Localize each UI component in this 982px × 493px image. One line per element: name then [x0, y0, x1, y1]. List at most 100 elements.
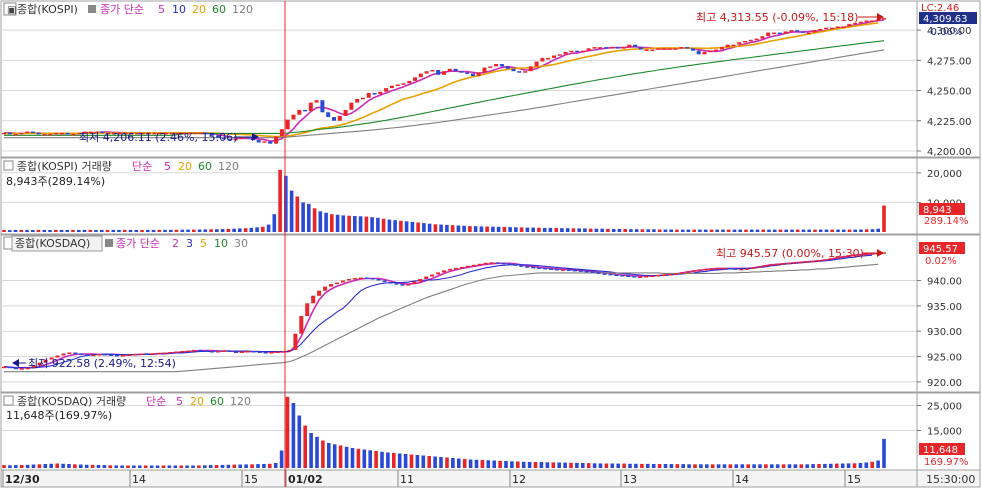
kospi-volume-bar [657, 229, 662, 232]
kospi-volume-bar [8, 230, 12, 232]
kosdaq-volume-bar [793, 464, 798, 469]
kosdaq-volume-bar [675, 464, 680, 468]
kosdaq-candle [816, 260, 821, 262]
kospi-candle [644, 49, 649, 51]
kosdaq-volume-bar [728, 464, 733, 469]
kosdaq-candle [323, 286, 328, 291]
kospi-candle [528, 66, 533, 72]
kosdaq-candle [566, 269, 571, 271]
kosdaq-candle [620, 275, 625, 277]
kosdaq-candle [834, 257, 839, 259]
kospi-volume-bar [583, 228, 587, 232]
kospi-volume-bar [94, 230, 98, 232]
kospi-volume-last-label: 8,943 [923, 205, 952, 216]
kospi-volume-bar [404, 221, 409, 232]
kosdaq-candle [340, 280, 345, 283]
kospi-candle [372, 93, 377, 95]
kosdaq-volume-bar [663, 464, 668, 468]
kospi-volume-bar [416, 222, 420, 232]
kospi-candle [436, 70, 441, 75]
kosdaq-candle [662, 274, 666, 276]
kosdaq-volume-ma-20: 20 [190, 395, 204, 408]
kosdaq-candle [7, 366, 12, 369]
kospi-candle [77, 132, 82, 135]
kosdaq-ma-period-30: 30 [234, 237, 248, 250]
kospi-candle [187, 132, 192, 135]
kosdaq-candle [846, 255, 851, 257]
kospi-volume-bar [59, 229, 64, 232]
kosdaq-volume-bar [327, 443, 331, 468]
kospi-candle [754, 38, 759, 41]
kospi-candle [737, 42, 742, 45]
kospi-price-panel: ▣ 종합(KOSPI) 종가 단순 5 10 20 60 120 최고 4,31… [0, 0, 918, 158]
kospi-candle [760, 36, 765, 39]
kosdaq-volume-bar [279, 450, 284, 468]
kosdaq-candle [763, 265, 768, 267]
kospi-lc-label: LC:2.46 [921, 3, 959, 14]
kospi-candle [158, 132, 163, 135]
kosdaq-candle [447, 268, 452, 271]
kosdaq-volume-bar [616, 463, 620, 468]
kospi-volume-bar [387, 219, 392, 232]
kosdaq-volume-bar [764, 464, 768, 469]
kosdaq-volume-bar [846, 463, 851, 468]
kosdaq-last-label: 945.57 [923, 244, 958, 255]
kospi-volume-bar [542, 227, 547, 232]
kosdaq-volume-bar [84, 464, 89, 469]
kosdaq-candle [513, 264, 518, 266]
kosdaq-candle [519, 265, 524, 267]
kospi-candle [800, 31, 805, 33]
kospi-volume-collapse-icon[interactable] [3, 160, 14, 171]
kospi-candle [413, 77, 418, 81]
kosdaq-title-box[interactable] [11, 235, 103, 252]
kosdaq-candle [775, 263, 779, 266]
kospi-candle [789, 30, 794, 32]
kospi-volume-bar [289, 190, 294, 232]
kosdaq-candle [673, 273, 678, 275]
kosdaq-volume-bar [220, 464, 225, 468]
kosdaq-volume-bar [262, 464, 266, 468]
kospi-volume-bar [772, 229, 777, 232]
kospi-volume-last-badge [919, 203, 965, 215]
kospi-candle [615, 47, 620, 49]
kosdaq-volume-bar [817, 464, 821, 468]
kospi-volume-bar [663, 229, 668, 232]
time-tick-label: 14 [735, 473, 749, 486]
kospi-candle [430, 70, 435, 72]
kosdaq-candle [549, 268, 553, 270]
kosdaq-volume-bar [657, 464, 662, 468]
kospi-candle [453, 68, 458, 72]
kospi-candle [320, 100, 325, 113]
kospi-candle [88, 131, 93, 134]
kosdaq-candle [614, 274, 619, 276]
kosdaq-candle [721, 267, 726, 270]
kospi-ma-period-60: 60 [212, 3, 226, 16]
kospi-volume-ma-5: 5 [164, 160, 171, 173]
kosdaq-candle [269, 352, 274, 354]
kosdaq-candle [703, 268, 708, 271]
kospi-candle [204, 132, 209, 135]
kosdaq-volume-bar [415, 455, 420, 468]
kosdaq-candle [543, 267, 548, 270]
kospi-candle [100, 131, 105, 134]
kosdaq-candle [769, 264, 773, 266]
kospi-collapse-icon[interactable] [3, 2, 17, 16]
kospi-volume-bar [48, 230, 52, 232]
kosdaq-volume-bar [321, 440, 325, 468]
kosdaq-candle [709, 268, 714, 270]
kosdaq-candle [555, 268, 559, 271]
kosdaq-volume-bar [238, 464, 242, 468]
kosdaq-candle [358, 277, 363, 279]
kosdaq-candle [216, 351, 221, 353]
kosdaq-volume-bar [179, 465, 183, 468]
kospi-volume-bar [261, 226, 265, 232]
kosdaq-candle [780, 263, 785, 265]
kosdaq-volume-bar [232, 464, 237, 468]
kospi-candle [222, 137, 226, 140]
kosdaq-volume-bar [55, 463, 59, 468]
kospi-candle [494, 64, 499, 67]
kosdaq-volume-bar [468, 459, 473, 468]
kospi-volume-bar [859, 229, 863, 232]
kosdaq-volume-collapse-icon[interactable] [3, 395, 14, 406]
kospi-high-annotation: 최고 4,313.55 (-0.09%, 15:18) [696, 11, 884, 24]
